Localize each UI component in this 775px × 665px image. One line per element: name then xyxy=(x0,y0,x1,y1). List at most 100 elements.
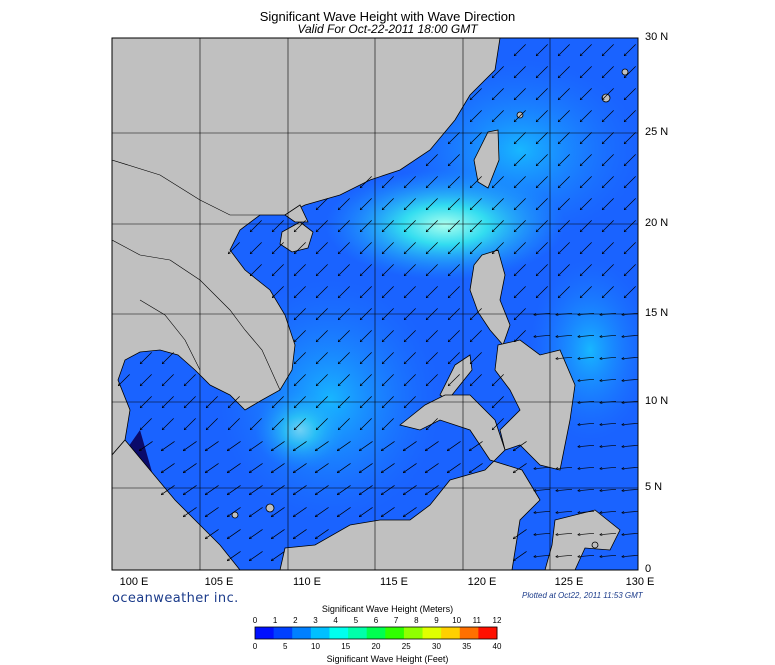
wave-arrow xyxy=(426,352,438,363)
wave-arrow xyxy=(624,110,636,121)
wave-arrow xyxy=(360,198,372,209)
wave-arrow xyxy=(558,132,570,143)
wave-arrow xyxy=(624,132,636,143)
wave-arrow xyxy=(536,286,548,297)
wave-arrow xyxy=(536,242,548,253)
wave-arrow xyxy=(425,463,439,472)
wave-arrow xyxy=(556,488,573,490)
wave-arrow xyxy=(513,463,527,472)
wave-arrow xyxy=(622,356,638,358)
wave-arrow xyxy=(426,220,438,231)
wave-arrow xyxy=(470,352,482,363)
wave-arrow xyxy=(578,554,595,556)
wave-arrow xyxy=(578,422,595,424)
wave-arrow xyxy=(580,44,592,55)
wave-arrow xyxy=(622,422,638,424)
scale-swatch xyxy=(441,627,461,639)
wave-arrow xyxy=(470,242,482,253)
wave-arrow xyxy=(294,286,306,297)
wave-arrow xyxy=(558,66,570,77)
wave-arrow xyxy=(556,356,573,358)
wave-arrow xyxy=(622,444,638,446)
wave-arrow xyxy=(624,242,636,253)
wave-arrow xyxy=(118,374,130,385)
map-subtitle: Valid For Oct-22-2011 18:00 GMT xyxy=(297,22,478,36)
scale-swatch xyxy=(403,627,424,639)
wave-arrow xyxy=(624,66,636,77)
wave-arrow xyxy=(470,110,482,121)
wave-arrow xyxy=(162,374,174,385)
wave-arrow xyxy=(624,44,636,55)
wave-arrow xyxy=(381,485,395,494)
wave-arrow xyxy=(602,88,614,99)
wave-arrow xyxy=(316,374,328,385)
meter-tick-label: 5 xyxy=(353,616,359,625)
lat-label-25n: 25 N xyxy=(645,126,669,138)
wave-arrow xyxy=(316,242,328,253)
wave-arrow xyxy=(360,264,372,275)
wave-arrow xyxy=(469,463,483,472)
feet-tick-label: 35 xyxy=(462,642,472,651)
wave-arrow xyxy=(315,485,329,494)
wave-arrow xyxy=(514,286,526,297)
wave-arrow xyxy=(448,132,460,143)
wave-arrow xyxy=(492,220,504,231)
map-frame xyxy=(111,37,639,571)
wave-arrow xyxy=(316,264,328,275)
wave-arrow xyxy=(140,352,152,363)
scale-swatch xyxy=(255,627,275,639)
lat-label-5n: 5 N xyxy=(645,481,663,493)
wave-arrow xyxy=(183,507,197,516)
wave-arrow xyxy=(624,176,636,187)
wave-arrow xyxy=(514,88,526,99)
wave-arrow xyxy=(448,198,460,209)
lon-label-110e: 110 E xyxy=(293,576,321,588)
wave-arrow xyxy=(382,374,394,385)
wave-arrow xyxy=(492,198,504,209)
wave-arrow xyxy=(271,507,285,516)
wave-arrow xyxy=(140,374,152,385)
wave-arrow xyxy=(536,198,548,209)
wave-arrow xyxy=(272,264,284,275)
wave-arrow xyxy=(513,441,527,450)
wave-arrow xyxy=(558,264,570,275)
wave-arrow xyxy=(600,422,617,424)
wave-arrow xyxy=(360,176,372,187)
wave-arrow xyxy=(249,507,263,516)
wave-arrow xyxy=(206,418,218,429)
wave-arrow xyxy=(558,44,570,55)
wave-arrow xyxy=(624,264,636,275)
wave-arrow xyxy=(271,551,285,560)
wave-arrow xyxy=(600,488,617,490)
wave-arrow xyxy=(536,88,548,99)
scale-swatch xyxy=(366,627,386,639)
lon-label-120e: 120 E xyxy=(467,576,497,588)
wave-arrow xyxy=(602,44,614,55)
wave-arrow xyxy=(580,176,592,187)
wave-arrow xyxy=(514,198,526,209)
wave-arrow xyxy=(556,510,573,512)
wave-arrow xyxy=(184,418,196,429)
wave-arrow xyxy=(139,441,153,450)
wave-arrow xyxy=(602,132,614,143)
wave-arrow xyxy=(162,418,174,429)
wave-arrow xyxy=(556,334,573,336)
wave-arrow xyxy=(556,466,573,468)
wave-arrow xyxy=(338,352,350,363)
wave-arrow xyxy=(227,507,241,516)
wave-arrow xyxy=(227,485,241,494)
wave-arrow xyxy=(580,110,592,121)
scale-swatch xyxy=(459,627,479,639)
lon-label-115e: 115 E xyxy=(380,576,408,588)
lat-label-30n: 30 N xyxy=(645,31,669,43)
lat-label-10n: 10 N xyxy=(645,395,669,407)
wave-arrow xyxy=(514,44,526,55)
scale-swatch xyxy=(422,627,442,639)
wave-arrow xyxy=(558,220,570,231)
wave-arrow xyxy=(271,529,285,538)
wave-arrow xyxy=(403,441,417,450)
meter-tick-label: 9 xyxy=(434,616,439,625)
wave-arrow xyxy=(403,507,417,516)
wave-arrow xyxy=(337,463,351,472)
